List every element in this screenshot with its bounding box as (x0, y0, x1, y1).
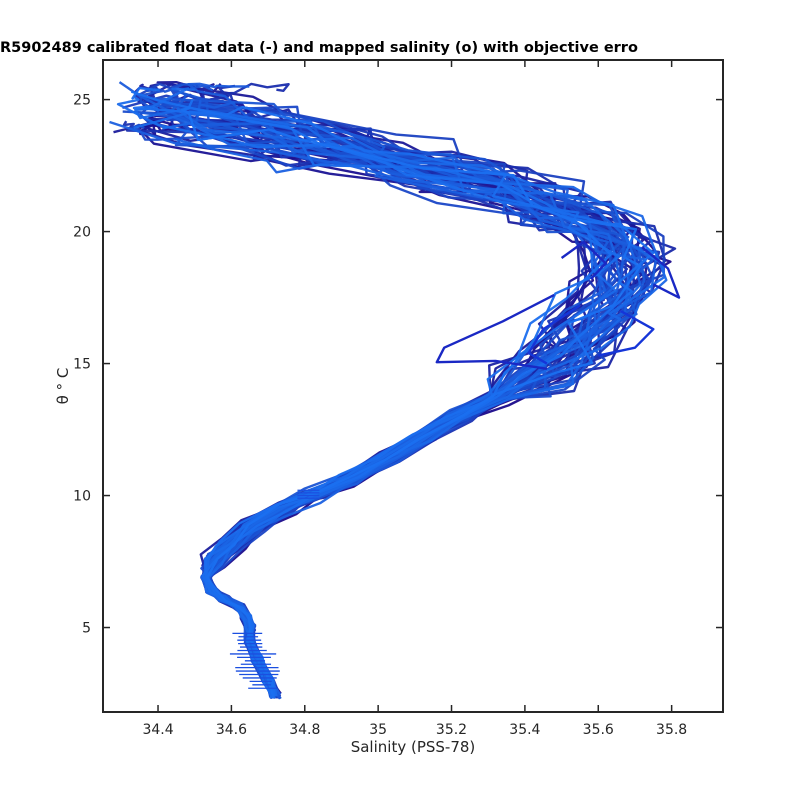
x-axis-label: Salinity (PSS-78) (351, 738, 476, 756)
y-axis-label: θ ° C (54, 368, 72, 405)
x-tick-label: 34.6 (216, 722, 247, 738)
x-tick-label: 35 (369, 722, 387, 738)
x-axis-ticks: 34.4 34.6 34.8 35 35.2 35.4 35.6 35.8 (142, 60, 687, 738)
y-tick-label: 5 (82, 621, 91, 637)
y-tick-label: 20 (73, 225, 91, 241)
profile-excursion (435, 293, 555, 370)
x-tick-label: 35.8 (656, 722, 687, 738)
profile-line (130, 90, 612, 697)
x-tick-label: 34.4 (142, 722, 173, 738)
profile-line (181, 99, 642, 699)
y-tick-label: 15 (73, 357, 91, 373)
y-tick-label: 25 (73, 93, 91, 109)
x-tick-label: 35.6 (583, 722, 614, 738)
profile-excursion (560, 240, 607, 280)
x-tick-label: 35.4 (509, 722, 540, 738)
y-tick-label: 10 (73, 489, 91, 505)
profile-excursion (527, 304, 581, 365)
x-tick-label: 35.2 (436, 722, 467, 738)
y-axis-ticks: 5 10 15 20 25 (73, 93, 723, 637)
x-tick-label: 34.8 (289, 722, 320, 738)
profile-excursion (641, 246, 681, 299)
deep-error-bars (229, 489, 320, 689)
profile-excursion (598, 309, 655, 357)
plot-frame (102, 59, 724, 713)
chart-title: R5902489 calibrated float data (-) and m… (0, 40, 638, 56)
profile-lines (109, 81, 681, 700)
